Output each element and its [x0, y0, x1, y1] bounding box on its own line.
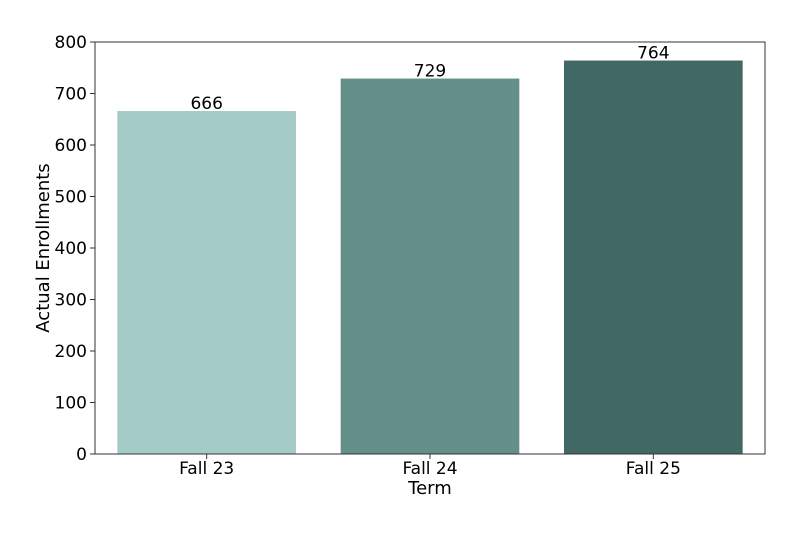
- y-tick-label: 600: [55, 136, 87, 156]
- bar-fall-25: [564, 60, 743, 454]
- bar-fall-24: [340, 78, 520, 454]
- x-tick-label: Fall 23: [179, 459, 234, 479]
- x-tick-label: Fall 24: [402, 459, 457, 479]
- bar-value-label: 764: [637, 44, 669, 64]
- bars-group: [117, 60, 743, 454]
- y-axis-label: Actual Enrollments: [33, 163, 54, 332]
- y-tick-label: 700: [55, 85, 87, 105]
- y-tick-label: 400: [55, 239, 87, 259]
- x-axis-label: Term: [407, 478, 452, 499]
- y-tick-label: 500: [55, 188, 87, 208]
- x-axis: Fall 23 Fall 24 Fall 25: [179, 454, 681, 479]
- y-axis: 0 100 200 300 400 500 600 700 800: [55, 33, 95, 465]
- x-tick-label: Fall 25: [626, 459, 681, 479]
- y-tick-label: 800: [55, 33, 87, 53]
- bar-value-label: 666: [190, 94, 222, 114]
- data-labels-group: 666 729 764: [190, 44, 669, 114]
- y-tick-label: 100: [55, 394, 87, 414]
- y-tick-label: 300: [55, 291, 87, 311]
- bar-value-label: 729: [414, 62, 446, 82]
- y-tick-label: 200: [55, 342, 87, 362]
- bar-fall-23: [117, 111, 296, 454]
- y-tick-label: 0: [76, 445, 87, 465]
